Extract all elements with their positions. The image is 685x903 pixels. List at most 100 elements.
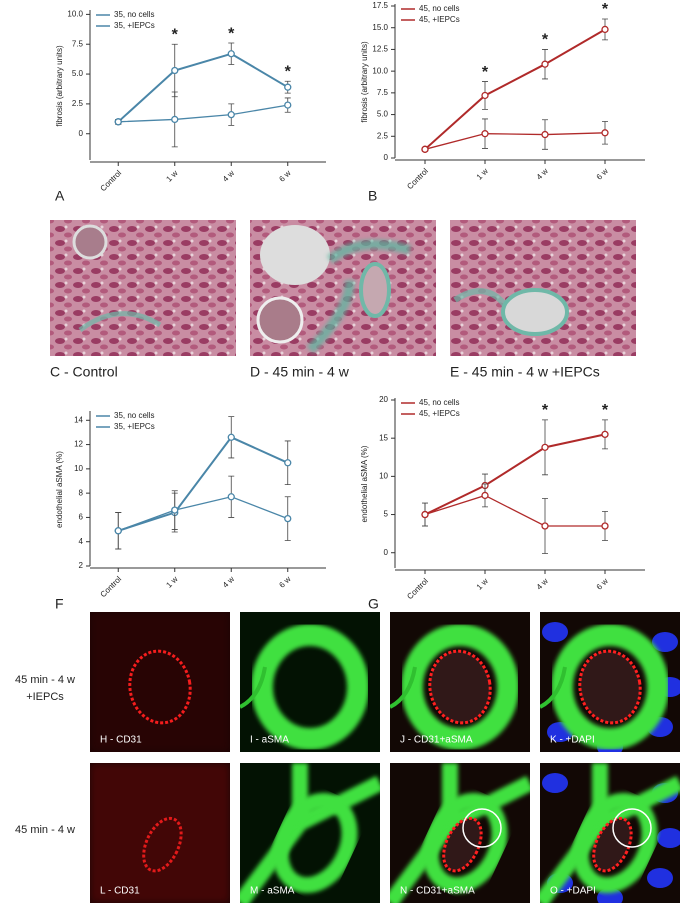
data-point — [227, 433, 235, 441]
y-tick-label: 14 — [74, 415, 83, 424]
x-tick-label: 1 w — [164, 574, 179, 589]
y-tick-label: 10.0 — [67, 9, 83, 18]
layers — [540, 622, 680, 752]
panel-caption: I - aSMA — [250, 735, 289, 746]
fibrosis — [306, 239, 412, 354]
data-point — [171, 115, 179, 124]
y-tick-label: 0 — [384, 548, 389, 557]
y-tick-label: 5.0 — [72, 69, 84, 78]
panel-caption: O - +DAPI — [550, 886, 596, 897]
data-point — [284, 459, 292, 467]
legend-label: 45, +IEPCs — [419, 409, 460, 418]
x-tick-label: 1 w — [475, 576, 490, 591]
significance-marker: * — [602, 1, 609, 18]
y-tick-label: 2.5 — [377, 131, 389, 140]
y-tick-label: 0 — [79, 129, 84, 138]
histology-caption: E - 45 min - 4 w +IEPCs — [450, 364, 600, 380]
panel-caption: N - CD31+aSMA — [400, 886, 475, 897]
red-haze — [90, 763, 230, 903]
panel-letter: F — [55, 596, 64, 612]
nucleus — [542, 622, 568, 642]
data-point — [227, 110, 235, 119]
x-tick-label: Control — [405, 166, 430, 191]
legend-label: 45, +IEPCs — [419, 15, 460, 24]
panel-letter: A — [55, 188, 65, 204]
y-tick-label: 10 — [379, 471, 388, 480]
y-tick-label: 0 — [384, 153, 389, 162]
x-tick-label: Control — [99, 168, 124, 193]
red-haze — [90, 612, 230, 752]
histology-caption: D - 45 min - 4 w — [250, 364, 350, 380]
significance-marker: * — [542, 32, 549, 49]
endothelium — [592, 816, 633, 873]
panel-letter: G — [368, 596, 379, 612]
y-axis-label: fibrosis (arbitrary units) — [55, 45, 64, 127]
y-tick-label: 7.5 — [72, 39, 84, 48]
data-point — [541, 522, 549, 530]
data-point — [284, 83, 292, 91]
nucleus — [542, 773, 568, 793]
x-tick-label: 4 w — [221, 574, 236, 589]
fibrosis — [78, 311, 162, 333]
endothelium — [578, 649, 642, 725]
glomerulus — [256, 296, 304, 344]
significance-marker: * — [542, 402, 549, 419]
y-tick-label: 5 — [384, 510, 389, 519]
legend-label: 45, no cells — [419, 4, 459, 13]
data-point — [421, 510, 429, 519]
y-tick-label: 12 — [74, 440, 83, 449]
vessel — [359, 262, 391, 318]
panel-caption: L - CD31 — [100, 886, 140, 897]
series-line — [424, 433, 606, 516]
endothelium — [428, 649, 492, 725]
layers — [540, 763, 680, 903]
data-point — [114, 118, 122, 126]
lumen — [501, 288, 569, 336]
data-point — [284, 514, 292, 523]
microscopy-image: N - CD31+aSMA — [390, 763, 530, 903]
y-tick-label: 8 — [79, 488, 84, 497]
smooth-muscle — [251, 624, 369, 750]
data-point — [171, 506, 179, 514]
data-point — [601, 430, 609, 439]
significance-marker: * — [172, 26, 179, 43]
highlight-circle — [612, 808, 652, 848]
significance-marker: * — [228, 25, 235, 42]
series-line — [118, 104, 288, 123]
legend-label: 35, no cells — [114, 411, 154, 420]
panel-letter: B — [368, 188, 377, 204]
x-tick-label: 6 w — [277, 168, 292, 183]
smooth-muscle — [540, 666, 567, 709]
x-tick-label: 6 w — [595, 166, 610, 181]
smooth-muscle — [272, 792, 358, 894]
smooth-muscle — [422, 792, 508, 894]
y-tick-label: 5.0 — [377, 110, 389, 119]
y-tick-label: 7.5 — [377, 88, 389, 97]
series-line — [117, 52, 289, 123]
data-point — [541, 130, 549, 139]
y-tick-label: 4 — [79, 537, 84, 546]
layers — [90, 763, 230, 903]
panel-caption: J - CD31+aSMA — [400, 735, 473, 746]
layers — [240, 624, 369, 750]
nucleus — [657, 828, 680, 848]
data-point — [601, 129, 609, 137]
x-tick-label: Control — [99, 574, 124, 599]
histology-image — [50, 220, 236, 356]
nucleus — [652, 632, 678, 652]
legend-label: 45, no cells — [419, 398, 459, 407]
y-tick-label: 15.0 — [372, 23, 388, 32]
x-tick-label: 4 w — [535, 576, 550, 591]
y-tick-label: 15 — [379, 433, 388, 442]
layers — [390, 624, 519, 750]
x-tick-label: Control — [405, 576, 430, 601]
series-line — [118, 496, 288, 532]
data-point — [114, 527, 122, 535]
data-point — [481, 91, 489, 100]
data-point — [601, 522, 609, 530]
row-label: +IEPCs — [26, 691, 64, 703]
y-tick-label: 6 — [79, 513, 84, 522]
data-point — [284, 101, 292, 109]
panel-caption: H - CD31 — [100, 735, 142, 746]
